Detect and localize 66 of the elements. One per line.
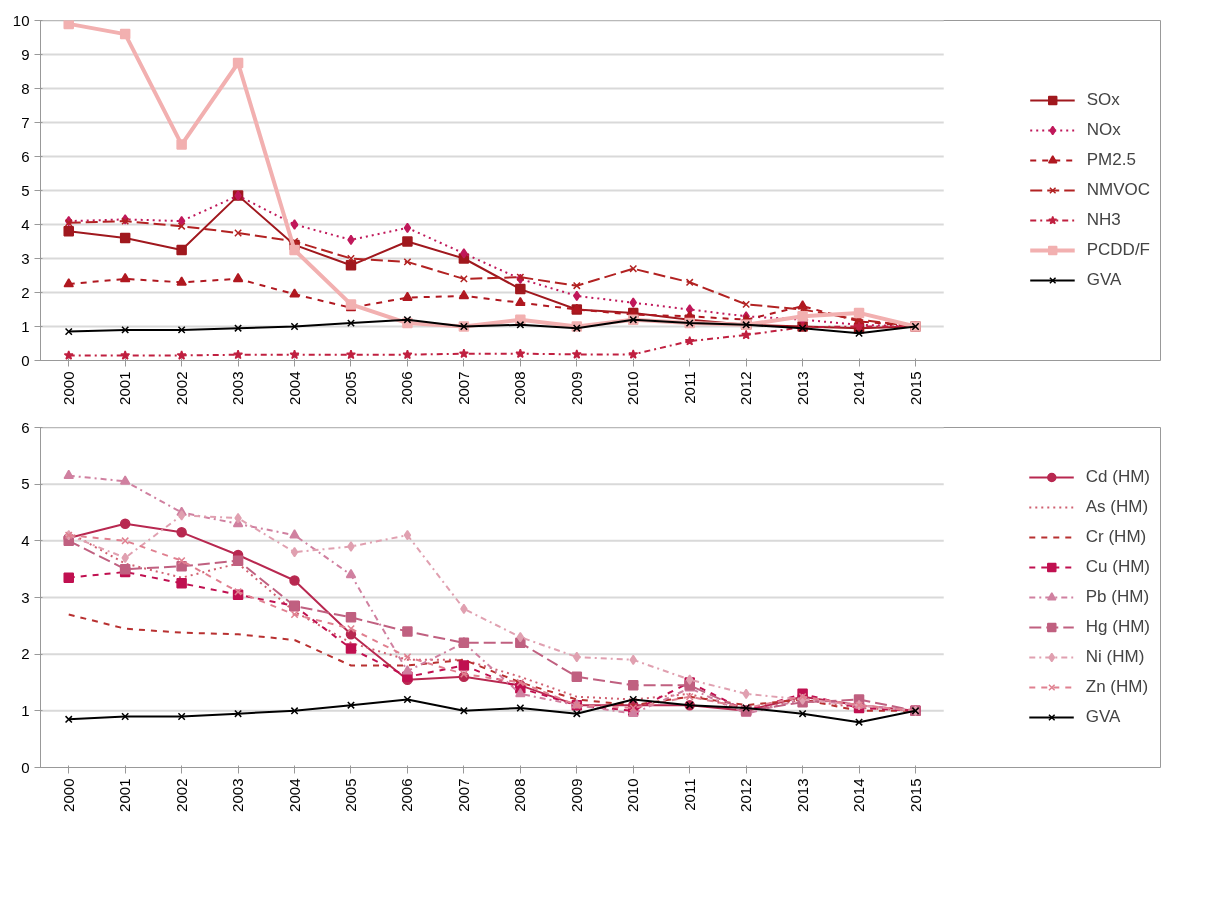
x-tick-label: 2000 — [59, 371, 77, 405]
x-tick-label: 2005 — [341, 778, 359, 812]
x-tick-label: 2015 — [906, 778, 924, 812]
y-tick-label: 5 — [21, 475, 30, 493]
y-tick-label: 3 — [21, 588, 30, 606]
legend-label: As (HM) — [1085, 497, 1149, 517]
x-tick-label: 2014 — [850, 778, 868, 812]
x-tick-label: 2010 — [624, 371, 642, 405]
x-tick-label: 2015 — [906, 371, 924, 405]
y-tick-label: 6 — [21, 418, 30, 436]
legend-label: Zn (HM) — [1085, 677, 1149, 697]
x-tick-label: 2013 — [793, 371, 811, 405]
x-tick-label: 2001 — [116, 371, 134, 405]
x-tick-label: 2006 — [398, 778, 416, 812]
x-tick-label: 2004 — [285, 371, 303, 405]
y-tick-label: 8 — [21, 79, 30, 97]
legend-label: Cr (HM) — [1085, 527, 1147, 547]
y-tick-label: 2 — [21, 283, 30, 301]
x-tick-label: 2004 — [285, 778, 303, 812]
y-tick-label: 1 — [21, 317, 30, 335]
y-tick-label: 9 — [21, 45, 30, 63]
legend-label: GVA — [1086, 270, 1122, 290]
y-tick-label: 0 — [21, 351, 30, 369]
x-tick-label: 2008 — [511, 778, 529, 812]
y-tick-label: 2 — [21, 645, 30, 663]
legend-label: NMVOC — [1086, 180, 1150, 200]
legend-label: Ni (HM) — [1085, 647, 1145, 667]
x-tick-label: 2013 — [793, 778, 811, 812]
x-tick-label: 2012 — [737, 778, 755, 812]
legend-label: NH3 — [1086, 210, 1121, 230]
legend-label: NOx — [1086, 120, 1121, 140]
legend-label: Pb (HM) — [1085, 587, 1150, 607]
x-tick-label: 2012 — [737, 371, 755, 405]
x-tick-label: 2005 — [341, 371, 359, 405]
y-tick-label: 6 — [21, 147, 30, 165]
x-tick-label: 2009 — [567, 371, 585, 405]
y-tick-label: 10 — [12, 11, 30, 29]
x-tick-label: 2002 — [172, 371, 190, 405]
x-tick-label: 2003 — [229, 778, 247, 812]
y-tick-label: 5 — [21, 181, 30, 199]
y-tick-label: 3 — [21, 249, 30, 267]
x-tick-label: 2007 — [454, 778, 472, 812]
y-tick-label: 7 — [21, 113, 30, 131]
legend-label: Cd (HM) — [1085, 467, 1150, 487]
legend-label: Hg (HM) — [1085, 617, 1150, 637]
legend-label: PCDD/F — [1086, 240, 1150, 260]
x-tick-label: 2002 — [172, 778, 190, 812]
x-tick-label: 2003 — [229, 371, 247, 405]
y-tick-label: 4 — [21, 531, 30, 549]
x-tick-label: 2006 — [398, 371, 416, 405]
x-tick-label: 2011 — [680, 778, 698, 811]
x-tick-label: 2007 — [454, 371, 472, 405]
x-tick-label: 2011 — [680, 371, 698, 404]
legend-label: PM2.5 — [1086, 150, 1136, 170]
x-tick-label: 2014 — [850, 371, 868, 405]
x-tick-label: 2009 — [567, 778, 585, 812]
x-tick-label: 2010 — [624, 778, 642, 812]
legend-label: GVA — [1085, 707, 1121, 727]
x-tick-label: 2008 — [511, 371, 529, 405]
y-tick-label: 4 — [21, 215, 30, 233]
y-tick-label: 0 — [21, 758, 30, 776]
x-tick-label: 2000 — [59, 778, 77, 812]
legend-label: SOx — [1086, 90, 1120, 110]
legend-label: Cu (HM) — [1085, 557, 1150, 577]
y-tick-label: 1 — [21, 701, 30, 719]
x-tick-label: 2001 — [116, 778, 134, 812]
